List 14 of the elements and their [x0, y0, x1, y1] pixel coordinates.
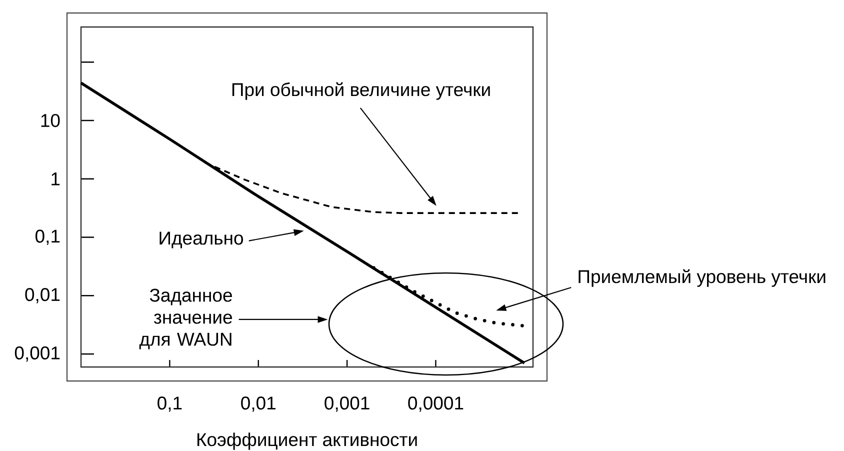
x-tick-label: 0,001 [324, 396, 370, 412]
y-tick-label: 0,001 [14, 346, 60, 362]
annotation: Идеально [160, 232, 244, 248]
annotation: Заданное значение для WAUN [139, 288, 232, 350]
y-tick-label: 0,1 [35, 230, 60, 245]
x-tick-label: 0,0001 [408, 396, 464, 412]
y-tick-label: 1 [52, 172, 60, 186]
y-tick-label: 0,01 [25, 288, 60, 304]
x-tick-label: 0,01 [241, 396, 276, 412]
y-tick-label: 10 [41, 114, 60, 128]
annotation: При обычной величине утечки [232, 82, 490, 100]
x-tick-label: 0,1 [158, 396, 182, 412]
text: Приемлемый уровень утечки [578, 269, 826, 287]
x-axis-title: Коэффициент активности [197, 432, 417, 450]
